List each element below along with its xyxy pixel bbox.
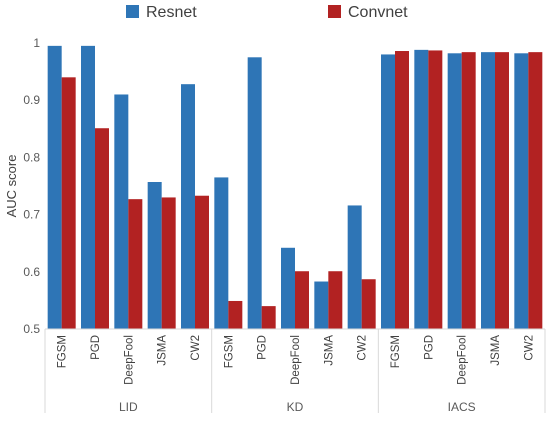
x-category-label: PGD <box>423 335 435 360</box>
bar-resnet-lid-deepfool <box>114 94 129 329</box>
y-axis: 0.5 0.6 0.7 0.8 0.9 1 <box>23 36 40 336</box>
bar-resnet-kd-deepfool <box>281 247 295 329</box>
bar-convnet-lid-cw2 <box>195 195 209 329</box>
x-category-label: JSMA <box>323 335 335 366</box>
x-group-label: LID <box>119 400 138 414</box>
bar-convnet-iacs-deepfool <box>461 52 476 330</box>
y-tick-label: 0.8 <box>23 150 40 164</box>
legend-swatch-convnet <box>328 5 341 18</box>
legend-label-convnet: Convnet <box>348 4 408 21</box>
x-category-label: PGD <box>90 335 102 360</box>
x-category-label: FGSM <box>390 335 402 368</box>
bar-convnet-kd-deepfool <box>295 271 309 329</box>
bar-convnet-iacs-jsma <box>495 52 509 330</box>
x-category-label: CW2 <box>523 335 535 361</box>
bar-convnet-lid-deepfool <box>128 199 143 329</box>
x-category-label: FGSM <box>57 335 69 368</box>
bar-resnet-iacs-fgsm <box>381 54 395 329</box>
bar-convnet-lid-jsma <box>161 197 176 329</box>
bar-resnet-iacs-jsma <box>481 52 495 330</box>
bar-convnet-kd-pgd <box>261 306 276 329</box>
x-category-label: PGD <box>257 335 269 360</box>
x-category-label: DeepFool <box>290 335 302 385</box>
x-category-label: DeepFool <box>457 335 469 385</box>
legend-swatch-resnet <box>126 5 139 18</box>
bar-convnet-lid-pgd <box>95 128 109 329</box>
legend: Resnet Convnet <box>126 4 408 21</box>
x-category-label: JSMA <box>490 335 502 366</box>
bar-resnet-kd-cw2 <box>347 205 362 329</box>
bar-resnet-iacs-cw2 <box>514 53 529 330</box>
bar-resnet-lid-cw2 <box>181 84 195 330</box>
x-category-label: JSMA <box>157 335 169 366</box>
y-tick-label: 0.9 <box>23 93 40 107</box>
x-category-label: FGSM <box>223 335 235 368</box>
bars <box>47 45 543 330</box>
y-tick-label: 0.7 <box>23 208 40 222</box>
x-axis: FGSM PGD DeepFool JSMA CW2 FGSM PGD DeepFool JSM… <box>44 328 546 414</box>
bar-resnet-lid-pgd <box>81 45 95 330</box>
bar-convnet-kd-fgsm <box>228 300 243 329</box>
bar-convnet-lid-fgsm <box>61 77 76 329</box>
y-tick-label: 0.5 <box>23 322 40 336</box>
bar-convnet-iacs-cw2 <box>528 52 543 330</box>
bar-resnet-kd-pgd <box>247 57 262 330</box>
bar-resnet-iacs-deepfool <box>447 53 462 330</box>
x-category-label: CW2 <box>357 335 369 361</box>
x-group-label: IACS <box>448 400 476 414</box>
bar-resnet-kd-fgsm <box>214 177 229 329</box>
bar-resnet-iacs-pgd <box>414 49 429 330</box>
bar-convnet-kd-jsma <box>328 271 343 329</box>
legend-label-resnet: Resnet <box>146 4 197 21</box>
x-group-label: KD <box>287 400 304 414</box>
bar-convnet-iacs-fgsm <box>395 51 409 329</box>
x-category-label: DeepFool <box>123 335 135 385</box>
bar-convnet-kd-cw2 <box>361 279 376 329</box>
y-tick-label: 1 <box>33 36 40 50</box>
bar-resnet-lid-jsma <box>147 182 162 329</box>
y-axis-title: AUC score <box>4 155 19 218</box>
bar-resnet-kd-jsma <box>314 281 329 329</box>
bar-convnet-iacs-pgd <box>428 50 443 329</box>
x-category-label: CW2 <box>190 335 202 361</box>
y-tick-label: 0.6 <box>23 265 40 279</box>
bar-resnet-lid-fgsm <box>47 45 62 330</box>
